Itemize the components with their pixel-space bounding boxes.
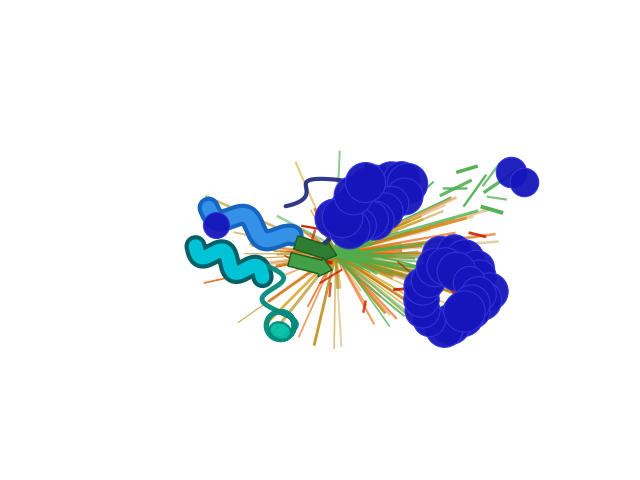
Point [445,320,455,328]
Point [458,312,468,319]
Point [417,306,428,313]
Point [386,199,396,206]
Point [399,192,410,200]
Point [476,296,486,304]
Point [401,180,412,187]
FancyArrow shape [294,236,337,261]
Point [423,276,433,284]
Point [344,224,354,231]
Point [417,282,427,289]
Point [329,214,339,222]
Point [353,221,363,228]
Point [360,178,370,186]
Point [429,263,440,271]
Point [340,202,351,210]
Point [424,316,435,324]
Point [369,216,380,224]
Point [466,299,476,306]
Point [370,179,380,187]
Point [468,307,478,315]
FancyArrow shape [443,271,470,301]
Point [416,296,426,303]
Point [352,195,362,203]
FancyArrow shape [288,252,332,277]
Point [470,264,481,272]
Point [519,179,529,186]
Point [337,214,347,221]
Point [348,191,358,199]
Point [506,168,516,175]
Point [484,287,494,295]
Point [458,255,468,263]
Point [449,247,459,255]
Point [364,183,374,191]
Point [380,207,390,215]
FancyArrow shape [456,286,479,313]
Point [451,267,461,275]
Ellipse shape [269,322,291,340]
Point [435,250,445,257]
Point [473,290,483,298]
Point [474,272,484,280]
Point [440,262,451,270]
Point [211,221,221,228]
Point [458,307,468,315]
Point [386,179,396,186]
Point [364,216,374,223]
Point [463,278,474,286]
Point [439,324,449,331]
Point [396,175,406,182]
